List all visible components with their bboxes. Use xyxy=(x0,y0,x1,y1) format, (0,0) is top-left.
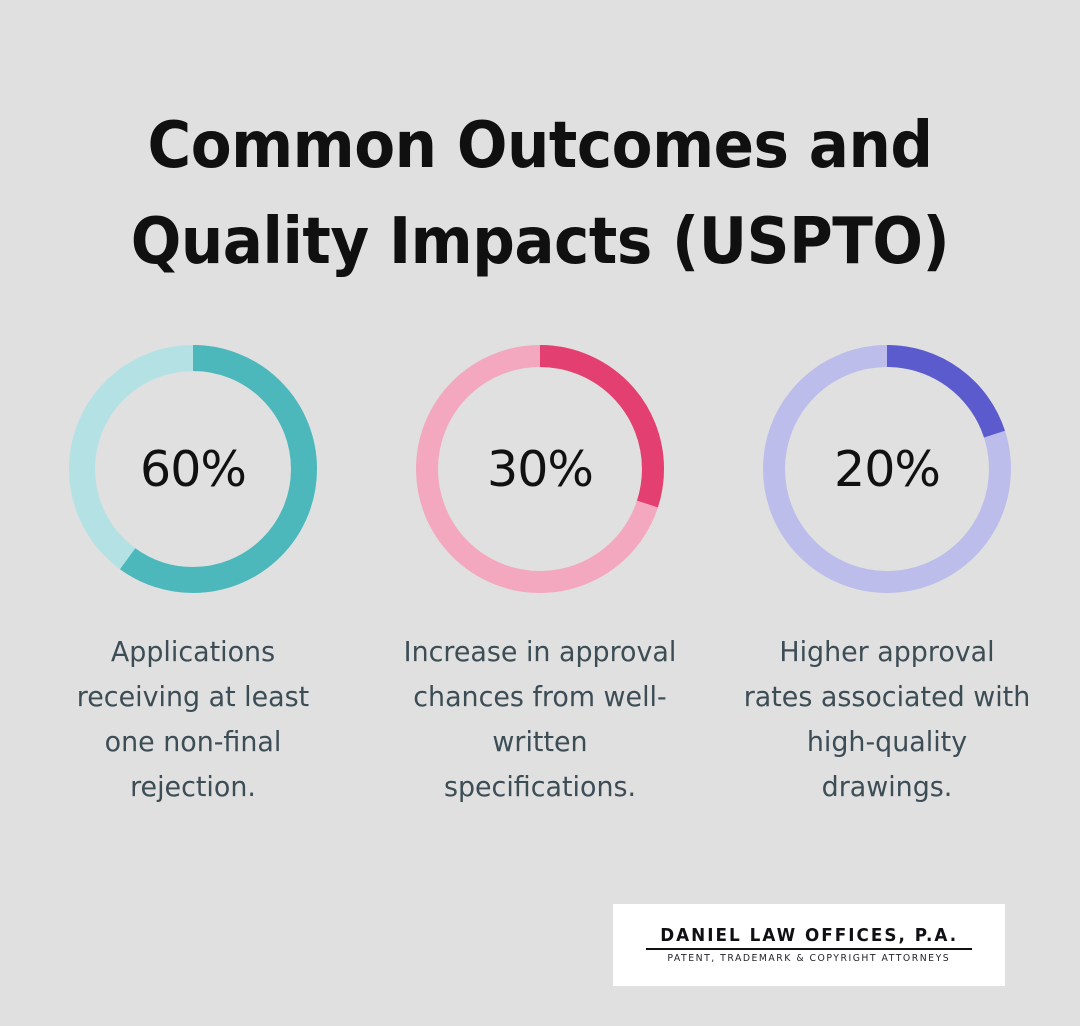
donut-chart-2-svg xyxy=(416,345,664,593)
donut-value-2: 30% xyxy=(487,440,594,498)
law-firm-logo: DANIEL LAW OFFICES, P.A. PATENT, TRADEMA… xyxy=(613,904,1005,986)
stat-caption-2: Increase in approval chances from well-w… xyxy=(403,635,677,803)
page-title-line-2: Quality Impacts (USPTO) xyxy=(130,205,950,279)
donut-arc-2 xyxy=(416,345,664,593)
logo-tagline: PATENT, TRADEMARK & COPYRIGHT ATTORNEYS xyxy=(667,953,951,964)
stat-card-3: 20% Higher approval rates associated wit… xyxy=(714,345,1061,809)
donut-chart-2: 30% xyxy=(416,345,664,593)
donut-chart-1-svg xyxy=(69,345,317,593)
stat-donut-row: 60% Applications receiving at least one … xyxy=(0,345,1080,809)
page-title-line-1: Common Outcomes and xyxy=(147,109,933,183)
donut-value-3: 20% xyxy=(834,440,941,498)
stat-card-1: 60% Applications receiving at least one … xyxy=(20,345,367,809)
logo-firm-name: DANIEL LAW OFFICES, P.A. xyxy=(660,926,958,946)
stat-caption-3: Higher approval rates associated with hi… xyxy=(743,635,1031,803)
donut-arc-1 xyxy=(69,345,317,593)
stat-caption-1: Applications receiving at least one non-… xyxy=(76,635,310,803)
donut-value-1: 60% xyxy=(140,440,247,498)
page-title: Common Outcomes and Quality Impacts (USP… xyxy=(0,98,1080,290)
donut-arc-3 xyxy=(763,345,1011,593)
logo-divider xyxy=(646,948,972,950)
stat-card-2: 30% Increase in approval chances from we… xyxy=(367,345,714,809)
donut-chart-3-svg xyxy=(763,345,1011,593)
donut-chart-3: 20% xyxy=(763,345,1011,593)
donut-chart-1: 60% xyxy=(69,345,317,593)
